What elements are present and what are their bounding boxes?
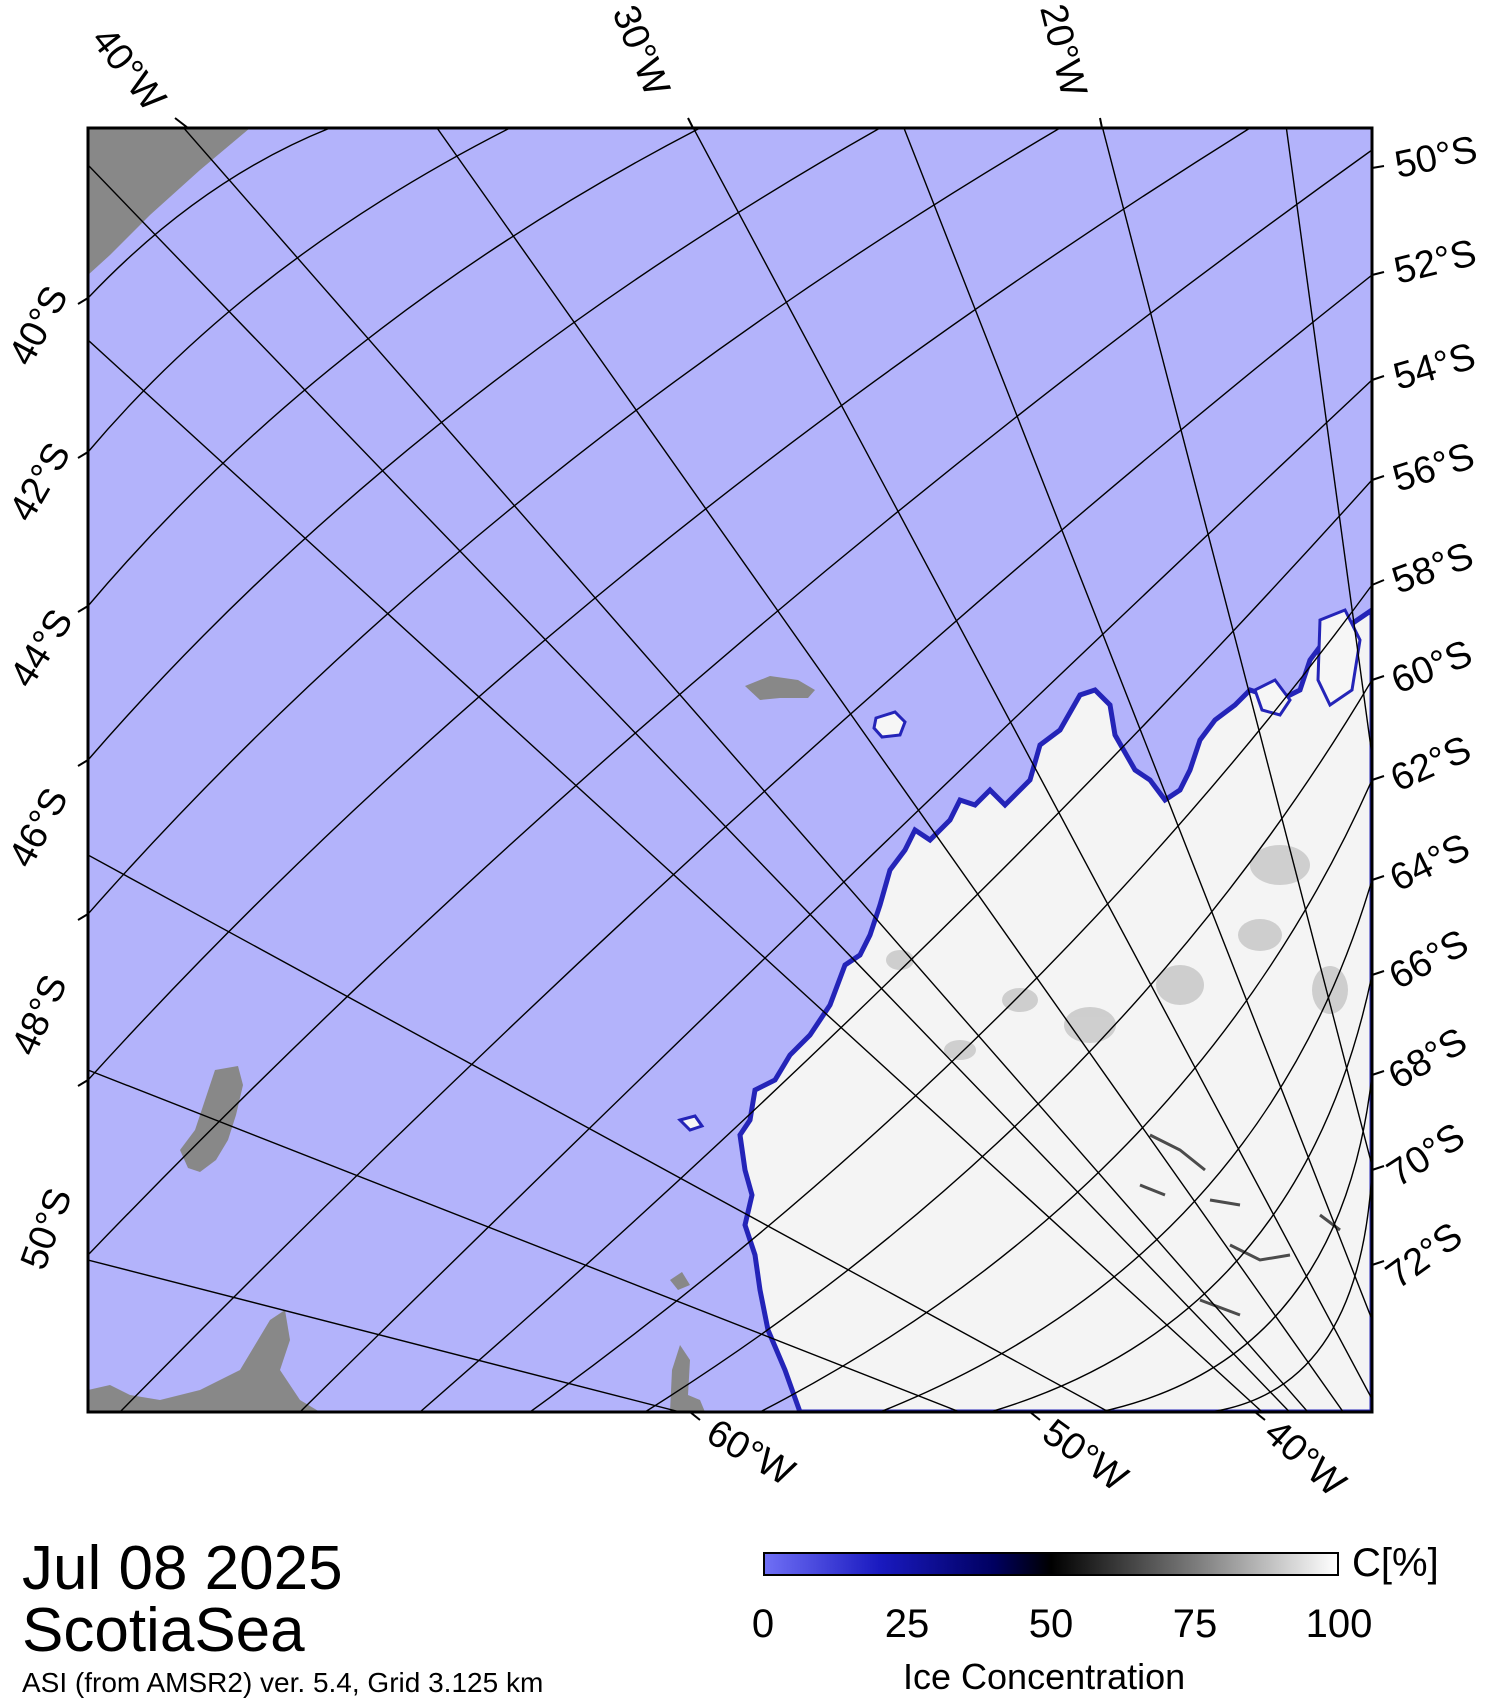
left-lat-label: 50°S: [13, 1183, 81, 1275]
right-lat-label: 66°S: [1383, 922, 1476, 998]
top-lon-label: 20°W: [1031, 0, 1094, 101]
top-lon-label: 40°W: [83, 20, 174, 120]
right-lat-label: 70°S: [1380, 1115, 1472, 1195]
right-lat-label: 50°S: [1391, 129, 1481, 187]
date-label: Jul 08 2025: [22, 1534, 343, 1603]
left-lat-label: 42°S: [1, 436, 79, 529]
map-frame: [86, 126, 1374, 1414]
label-ticks: [77, 117, 1385, 1421]
right-lat-label: 58°S: [1387, 535, 1479, 603]
colorbar-unit: C[%]: [1352, 1541, 1439, 1585]
right-lat-label: 52°S: [1390, 232, 1481, 293]
right-lat-label: 54°S: [1389, 335, 1480, 398]
right-lat-label: 60°S: [1386, 632, 1479, 702]
colorbar-tick: 75: [1172, 1602, 1218, 1646]
colorbar: [763, 1552, 1339, 1576]
colorbar-tick: 100: [1305, 1602, 1373, 1646]
colorbar-tick: 25: [884, 1602, 930, 1646]
bottom-lon-label: 50°W: [1035, 1411, 1135, 1500]
source-note: ASI (from AMSR2) ver. 5.4, Grid 3.125 km: [22, 1667, 544, 1698]
right-lat-label: 56°S: [1388, 435, 1480, 501]
left-lat-label: 44°S: [2, 602, 82, 694]
right-lat-label: 72°S: [1379, 1215, 1471, 1298]
ice-leads: [1139, 1133, 1341, 1317]
bottom-lon-label: 60°W: [700, 1411, 802, 1494]
colorbar-title: Ice Concentration: [903, 1656, 1186, 1697]
left-lat-label: 46°S: [1, 781, 77, 874]
bottom-lon-label: 40°W: [1256, 1411, 1354, 1505]
region-label: ScotiaSea: [22, 1596, 305, 1665]
top-lon-label: 30°W: [604, 0, 678, 102]
colorbar-tick: 50: [1028, 1602, 1074, 1646]
colorbar-tick: 0: [751, 1602, 775, 1646]
land-peninsula: [88, 1310, 320, 1412]
right-lat-label: 64°S: [1384, 826, 1477, 900]
right-lat-label: 62°S: [1385, 728, 1478, 800]
sea-ice-region: [737, 606, 1372, 1412]
ice-patches: [677, 608, 1362, 1132]
land-small-islands: [670, 1345, 705, 1412]
land-south-america: [88, 128, 250, 275]
graticule: [88, 128, 1372, 1412]
left-lat-label: 48°S: [4, 969, 76, 1062]
left-lat-label: 40°S: [1, 279, 77, 372]
right-lat-label: 68°S: [1382, 1020, 1475, 1098]
land-small-islet: [670, 1272, 690, 1290]
land-south-georgia: [745, 676, 815, 700]
ice-texture: [886, 845, 1348, 1060]
